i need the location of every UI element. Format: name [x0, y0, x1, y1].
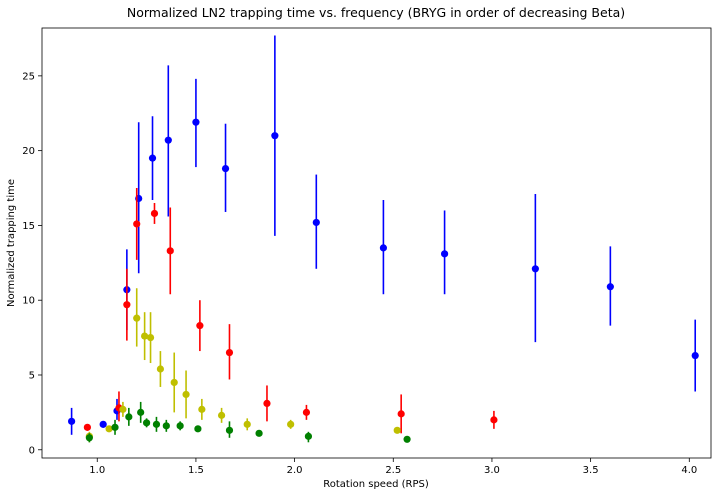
- x-tick-label: 1.5: [188, 465, 204, 476]
- x-tick-label: 2.0: [287, 465, 303, 476]
- data-point: [83, 423, 91, 431]
- data-point: [162, 422, 170, 430]
- data-point: [194, 425, 202, 433]
- data-point: [192, 118, 200, 126]
- data-point: [217, 411, 226, 419]
- data-point: [146, 334, 155, 342]
- series-2: [85, 288, 401, 443]
- data-point: [164, 136, 172, 144]
- x-axis: 1.0 1.5 2.0 2.5 3.0 3.5 4.0: [89, 458, 697, 476]
- data-point: [403, 435, 411, 443]
- data-point: [196, 322, 204, 330]
- data-point: [221, 164, 230, 173]
- y-tick-label: 10: [22, 296, 35, 307]
- data-point: [152, 420, 161, 428]
- data-point: [304, 432, 313, 440]
- y-tick-label: 20: [22, 146, 35, 157]
- data-point: [302, 408, 311, 416]
- y-tick-label: 0: [29, 445, 35, 456]
- chart-title: Normalized LN2 trapping time vs. frequen…: [127, 5, 625, 20]
- data-point: [393, 426, 401, 434]
- plot-area: [68, 35, 699, 443]
- data-point: [182, 390, 190, 399]
- data-point: [287, 420, 295, 428]
- x-tick-label: 1.0: [89, 465, 105, 476]
- y-axis: 0 5 10 15 20 25: [22, 71, 42, 456]
- data-point: [68, 417, 76, 425]
- y-tick-label: 5: [29, 370, 35, 381]
- data-point: [691, 351, 699, 360]
- data-point: [263, 399, 271, 408]
- x-tick-label: 3.0: [484, 465, 500, 476]
- data-point: [141, 332, 149, 340]
- data-point: [440, 250, 449, 258]
- data-point: [125, 413, 133, 421]
- y-tick-label: 25: [22, 71, 35, 82]
- data-point: [133, 314, 141, 322]
- data-point: [198, 405, 206, 413]
- plot-frame: [41, 27, 712, 459]
- data-point: [225, 348, 234, 357]
- data-point: [123, 301, 131, 309]
- y-axis-label: Normalized trapping time: [6, 179, 17, 307]
- data-point: [170, 378, 178, 387]
- data-point: [397, 410, 405, 418]
- data-point: [111, 423, 119, 431]
- data-point: [148, 154, 157, 162]
- y-tick-label: 15: [22, 221, 35, 232]
- x-tick-label: 2.5: [385, 465, 401, 476]
- data-point: [379, 244, 388, 252]
- data-point: [105, 425, 113, 433]
- x-tick-label: 3.5: [583, 465, 599, 476]
- data-point: [85, 434, 93, 442]
- data-point: [176, 422, 184, 430]
- data-point: [531, 265, 539, 273]
- data-point: [606, 283, 614, 291]
- x-axis-label: Rotation speed (RPS): [323, 479, 429, 490]
- data-point: [156, 365, 165, 373]
- data-point: [255, 429, 263, 437]
- data-point: [119, 405, 127, 413]
- x-tick-label: 4.0: [681, 465, 697, 476]
- data-point: [490, 416, 498, 424]
- data-point: [99, 420, 107, 428]
- data-point: [312, 218, 320, 227]
- data-point: [137, 408, 145, 416]
- data-point: [166, 247, 174, 255]
- data-point: [243, 420, 251, 428]
- series-1: [83, 188, 498, 434]
- data-point: [150, 209, 159, 218]
- data-point: [133, 220, 141, 228]
- data-point: [271, 132, 279, 140]
- series-0: [68, 35, 699, 435]
- data-point: [225, 426, 234, 434]
- data-point: [142, 419, 151, 427]
- series-3: [85, 401, 411, 443]
